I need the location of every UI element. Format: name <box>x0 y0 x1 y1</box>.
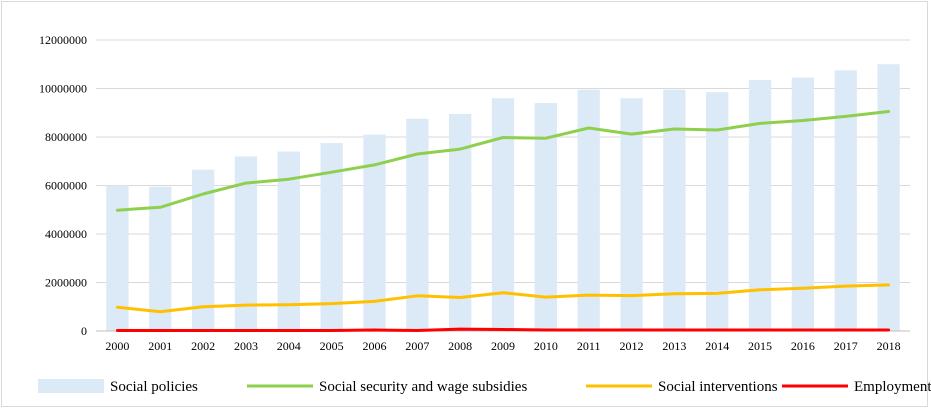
x-tick-label: 2006 <box>362 339 386 353</box>
x-tick-label: 2003 <box>234 339 258 353</box>
legend: Social policies Social security and wage … <box>38 379 931 395</box>
x-tick-label: 2009 <box>491 339 515 353</box>
legend-label: Social interventions <box>658 379 778 395</box>
bar-social-policies <box>406 118 429 331</box>
bar-social-policies <box>877 64 900 331</box>
legend-swatch-social-policies <box>38 379 104 393</box>
x-tick-label: 2014 <box>705 339 729 353</box>
bar-social-policies <box>234 156 258 331</box>
bar-social-policies <box>449 113 472 332</box>
bar-social-policies <box>106 185 129 331</box>
x-tick-label: 2017 <box>834 339 858 353</box>
bar-social-policies <box>534 103 557 331</box>
line-employment <box>115 327 891 332</box>
x-tick-label: 2011 <box>577 339 601 353</box>
y-tick-label: 6000000 <box>45 179 87 193</box>
line-social-interventions <box>115 283 891 314</box>
x-tick-label: 2007 <box>405 339 429 353</box>
legend-label: Employment <box>854 379 931 395</box>
bars-social-policies <box>106 64 900 332</box>
x-axis-tick-labels: 2000 2001 2002 2003 2004 2005 2006 2007 2008 2009… <box>105 339 900 353</box>
bar-social-policies <box>320 143 343 331</box>
bar-social-policies <box>277 151 300 331</box>
x-tick-label: 2001 <box>148 339 172 353</box>
x-tick-label: 2018 <box>877 339 901 353</box>
x-tick-label: 2005 <box>320 339 344 353</box>
x-tick-label: 2015 <box>748 339 772 353</box>
y-tick-label: 10000000 <box>39 82 87 96</box>
y-tick-label: 8000000 <box>45 130 87 144</box>
x-tick-label: 2013 <box>662 339 686 353</box>
bar-social-policies <box>491 98 515 331</box>
legend-label: Social policies <box>110 379 198 395</box>
bar-social-policies <box>748 80 772 331</box>
bar-social-policies <box>149 186 172 331</box>
x-tick-label: 2012 <box>620 339 644 353</box>
bar-social-policies <box>363 134 386 331</box>
bar-social-policies <box>834 70 857 331</box>
x-tick-label: 2002 <box>191 339 215 353</box>
series-lines <box>115 110 891 332</box>
bar-social-policies <box>706 92 729 331</box>
x-tick-label: 2004 <box>277 339 301 353</box>
bar-social-policies <box>620 98 643 331</box>
bar-social-policies <box>577 89 600 332</box>
x-tick-label: 2008 <box>448 339 472 353</box>
legend-label: Social security and wage subsidies <box>319 379 527 395</box>
x-tick-label: 2010 <box>534 339 558 353</box>
y-tick-label: 2000000 <box>45 276 87 290</box>
y-tick-label: 12000000 <box>39 33 87 47</box>
line-social-security <box>115 110 891 212</box>
bar-social-policies <box>191 169 215 331</box>
y-axis-tick-labels: 0 2000000 4000000 6000000 8000000 10000000 120… <box>39 33 87 338</box>
x-tick-label: 2016 <box>791 339 815 353</box>
bar-social-policies <box>663 89 686 332</box>
bar-social-policies <box>791 77 815 332</box>
y-tick-label: 0 <box>81 324 87 338</box>
x-tick-label: 2000 <box>105 339 129 353</box>
y-tick-label: 4000000 <box>45 227 87 241</box>
